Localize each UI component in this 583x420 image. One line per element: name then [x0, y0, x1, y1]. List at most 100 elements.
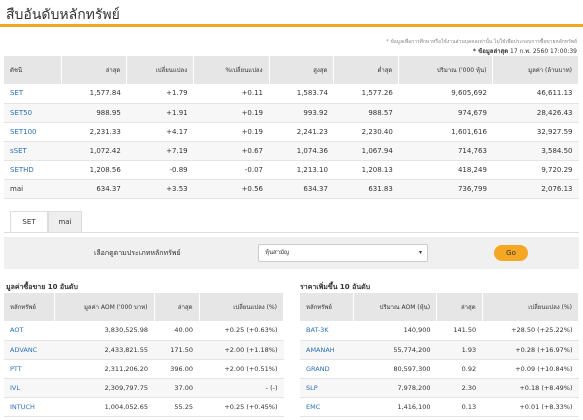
index-volume: 714,763	[398, 141, 493, 161]
change: - (-)	[199, 378, 284, 398]
aom-value: 1,004,052.65	[54, 397, 155, 417]
index-volume: 736,799	[398, 179, 493, 199]
index-last: 1,072.42	[61, 141, 127, 161]
last-updated-label: * ข้อมูลล่าสุด	[472, 48, 509, 55]
index-high: 2,241.23	[269, 122, 334, 142]
security-type-select[interactable]: หุ้นสามัญ ▾	[258, 244, 428, 262]
col-pct-change: %เปลี่ยนแปลง	[193, 56, 270, 84]
page-title: สืบอันดับหลักทรัพย์	[6, 7, 120, 23]
index-change: +3.53	[126, 179, 194, 199]
index-low: 988.57	[333, 103, 399, 123]
index-change: +7.19	[126, 141, 194, 161]
symbol-link[interactable]: ADVANC	[4, 340, 55, 360]
col-change: เปลี่ยนแปลง	[126, 56, 195, 84]
col-symbol: หลักทรัพย์	[300, 293, 354, 321]
index-change: +1.91	[126, 103, 194, 123]
aom-volume: 80,597,300	[353, 359, 437, 379]
symbol-link[interactable]: SLP	[300, 378, 354, 398]
tab-mai[interactable]: mai	[48, 211, 82, 233]
aom-value: 3,830,525.98	[54, 321, 155, 341]
index-pct-change: +0.67	[193, 141, 270, 161]
index-table-header: ดัชนี ล่าสุด เปลี่ยนแปลง %เปลี่ยนแปลง สู…	[4, 56, 579, 84]
top-gainers-row: BAT-3K 140,900 141.50 +28.50 (+25.22%)	[300, 321, 579, 341]
symbol-link[interactable]: GRAND	[300, 359, 354, 379]
change: +0.25 (+0.45%)	[199, 397, 284, 417]
disclaimer-note: * ข้อมูลเพื่อการศึกษาหรือใช้งานส่วนบุคคล…	[386, 39, 577, 45]
index-pct-change: +0.19	[193, 122, 270, 142]
symbol-link[interactable]: IVL	[4, 378, 55, 398]
symbol-link[interactable]: EMC	[300, 397, 354, 417]
index-low: 631.83	[333, 179, 399, 199]
symbol-link[interactable]: AMANAH	[300, 340, 354, 360]
index-name-link[interactable]: SET100	[4, 122, 62, 142]
aom-value: 2,311,206.20	[54, 359, 155, 379]
top-value-title: มูลค่าซื้อขาย 10 อันดับ	[6, 283, 78, 291]
change: +0.09 (+10.84%)	[482, 359, 579, 379]
symbol-link[interactable]: PTT	[4, 359, 55, 379]
index-high: 1,583.74	[269, 84, 334, 104]
index-table: ดัชนี ล่าสุด เปลี่ยนแปลง %เปลี่ยนแปลง สู…	[4, 56, 579, 199]
last-price: 40.00	[154, 321, 200, 341]
last-updated: * ข้อมูลล่าสุด 17 ก.พ. 2560 17:00:39	[473, 46, 577, 56]
symbol-link[interactable]: INTUCH	[4, 397, 55, 417]
col-last: ล่าสุด	[61, 56, 128, 84]
top-value-row: INTUCH 1,004,052.65 55.25 +0.25 (+0.45%)	[4, 397, 284, 417]
index-last: 2,231.33	[61, 122, 127, 142]
top-gainers-title: ราคาเพิ่มขึ้น 10 อันดับ	[300, 283, 371, 291]
top-gainers-row: SLP 7,978,200 2.30 +0.18 (+8.49%)	[300, 378, 579, 398]
col-change: เปลี่ยนแปลง (%)	[199, 293, 285, 321]
tab-divider	[4, 232, 579, 233]
index-value: 28,426.43	[492, 103, 579, 123]
tab-set[interactable]: SET	[10, 211, 48, 233]
title-underline	[0, 24, 583, 27]
col-high: สูงสุด	[269, 56, 335, 84]
symbol-link[interactable]: BAT-3K	[300, 321, 354, 341]
index-last: 634.37	[61, 179, 127, 199]
index-low: 1,208.13	[333, 160, 399, 180]
index-name-link[interactable]: sSET	[4, 141, 62, 161]
index-row: SET100 2,231.33 +4.17 +0.19 2,241.23 2,230.40…	[4, 122, 579, 142]
top-value-row: AOT 3,830,525.98 40.00 +0.25 (+0.63%)	[4, 321, 284, 341]
index-row: sSET 1,072.42 +7.19 +0.67 1,074.36 1,067.94 71…	[4, 141, 579, 161]
index-high: 634.37	[269, 179, 334, 199]
aom-value: 2,433,821.55	[54, 340, 155, 360]
top-gainers-row: EMC 1,416,100 0.13 +0.01 (+8.33%)	[300, 397, 579, 417]
last-price: 37.00	[154, 378, 200, 398]
top-value-row: IVL 2,309,797.75 37.00- (-)	[4, 378, 284, 398]
index-change: -0.89	[126, 160, 194, 180]
aom-volume: 1,416,100	[353, 397, 437, 417]
col-symbol: หลักทรัพย์	[4, 293, 56, 321]
top-gainers-row: GRAND 80,597,300 0.92 +0.09 (+10.84%)	[300, 359, 579, 379]
top-gainers-row: AMANAH 55,774,200 1.93 +0.28 (+16.97%)	[300, 340, 579, 360]
index-name-link[interactable]: SET	[4, 84, 62, 104]
top-gainers-header: หลักทรัพย์ ปริมาณ AOM (หุ้น) ล่าสุด เปลี…	[300, 293, 580, 321]
top-value-row: ADVANC 2,433,821.55 171.50 +2.00 (+1.18%)	[4, 340, 284, 360]
col-aom-volume: ปริมาณ AOM (หุ้น)	[353, 293, 438, 321]
index-volume: 1,601,616	[398, 122, 493, 142]
last-price: 396.00	[154, 359, 200, 379]
index-name-link[interactable]: SETHD	[4, 160, 62, 180]
index-low: 1,067.94	[333, 141, 399, 161]
filter-label: เลือกดูตามประเภทหลักทรัพย์	[94, 249, 181, 257]
symbol-link[interactable]: AOT	[4, 321, 55, 341]
index-value: 46,611.13	[492, 84, 579, 104]
col-volume: ปริมาณ ('000 หุ้น)	[398, 56, 494, 84]
aom-volume: 55,774,200	[353, 340, 437, 360]
index-pct-change: +0.56	[193, 179, 270, 199]
change: +0.25 (+0.63%)	[199, 321, 284, 341]
change: +0.18 (+8.49%)	[482, 378, 579, 398]
change: +2.00 (+0.51%)	[199, 359, 284, 379]
index-low: 1,577.26	[333, 84, 399, 104]
index-pct-change: +0.11	[193, 84, 270, 104]
index-name-link[interactable]: mai	[4, 179, 62, 199]
go-button[interactable]: Go	[494, 245, 528, 261]
filter-bar: เลือกดูตามประเภทหลักทรัพย์ หุ้นสามัญ ▾ G…	[4, 237, 579, 269]
col-value: มูลค่า (ล้านบาท)	[492, 56, 579, 84]
aom-volume: 7,978,200	[353, 378, 437, 398]
chevron-down-icon: ▾	[418, 249, 422, 256]
last-price: 171.50	[154, 340, 200, 360]
top-value-row: PTT 2,311,206.20 396.00 +2.00 (+0.51%)	[4, 359, 284, 379]
index-name-link[interactable]: SET50	[4, 103, 62, 123]
index-high: 1,074.36	[269, 141, 334, 161]
index-volume: 418,249	[398, 160, 493, 180]
